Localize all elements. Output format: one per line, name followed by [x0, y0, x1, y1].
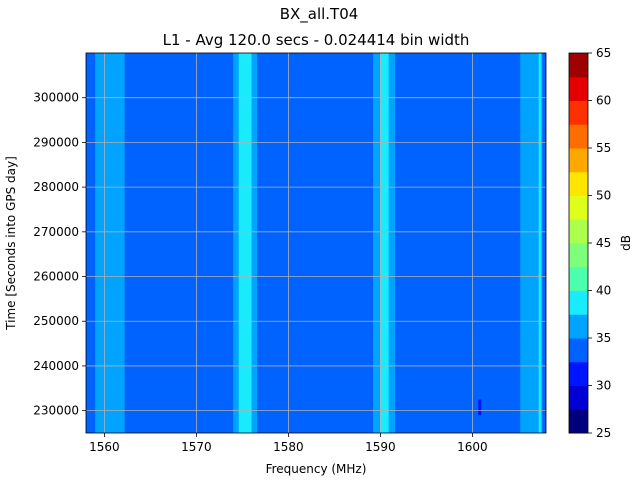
colorbar-segment — [569, 53, 588, 78]
colorbar-segment — [569, 409, 588, 434]
y-axis: 230000 240000 250000 260000 270000 280000 2900… — [33, 91, 86, 418]
heatmap-band-4 — [380, 53, 389, 433]
heatmap-band-2 — [238, 53, 252, 433]
x-tick-label: 1590 — [365, 440, 396, 454]
colorbar-segment — [569, 243, 588, 268]
x-tick-label: 1560 — [89, 440, 120, 454]
y-tick-label: 270000 — [33, 225, 79, 239]
colorbar-segment — [569, 338, 588, 363]
colorbar-segment — [569, 290, 588, 315]
colorbar-segment — [569, 76, 588, 101]
heatmap-background — [86, 53, 546, 433]
heatmap-band-5 — [520, 53, 535, 433]
colorbar-tick-label: 65 — [596, 46, 611, 60]
y-tick-label: 250000 — [33, 314, 79, 328]
colorbar-segment — [569, 195, 588, 220]
y-tick-label: 280000 — [33, 180, 79, 194]
colorbar-tick-label: 60 — [596, 94, 611, 108]
chart-title: BX_all.T04 — [280, 5, 359, 24]
x-axis-label: Frequency (MHz) — [266, 462, 367, 476]
heatmap-band-0 — [95, 53, 125, 433]
heatmap-band-7 — [538, 53, 542, 433]
y-tick-label: 230000 — [33, 404, 79, 418]
colorbar-tick-label: 45 — [596, 236, 611, 250]
colorbar-tick-label: 25 — [596, 426, 611, 440]
x-tick-label: 1580 — [273, 440, 304, 454]
colorbar-segment — [569, 266, 588, 291]
colorbar-segment — [569, 100, 588, 125]
colorbar-label: dB — [619, 235, 633, 251]
colorbar-tick-label: 40 — [596, 284, 611, 298]
plot-frame — [85, 52, 547, 434]
y-tick-label: 240000 — [33, 359, 79, 373]
colorbar-tick-label: 35 — [596, 331, 611, 345]
x-tick-label: 1600 — [457, 440, 488, 454]
chart-subtitle: L1 - Avg 120.0 secs - 0.024414 bin width — [163, 31, 470, 49]
heatmap-feature-0 — [478, 399, 482, 416]
colorbar-segment — [569, 219, 588, 244]
plot-area — [85, 52, 547, 434]
colorbar-segment — [569, 385, 588, 410]
y-axis-label: Time [Seconds into GPS day] — [4, 156, 18, 331]
colorbar: 25 30 35 40 45 50 55 60 65 — [568, 46, 611, 440]
y-tick-label: 300000 — [33, 91, 79, 105]
y-tick-label: 260000 — [33, 270, 79, 284]
colorbar-tick-label: 50 — [596, 189, 611, 203]
colorbar-tick-label: 55 — [596, 141, 611, 155]
y-tick-label: 290000 — [33, 135, 79, 149]
x-tick-label: 1570 — [181, 440, 212, 454]
colorbar-segment — [569, 171, 588, 196]
colorbar-segment — [569, 124, 588, 149]
colorbar-segment — [569, 361, 588, 386]
colorbar-segment — [569, 148, 588, 173]
colorbar-tick-label: 30 — [596, 379, 611, 393]
x-axis: 1560 1570 1580 1590 1600 — [89, 433, 488, 454]
colorbar-segment — [569, 314, 588, 339]
